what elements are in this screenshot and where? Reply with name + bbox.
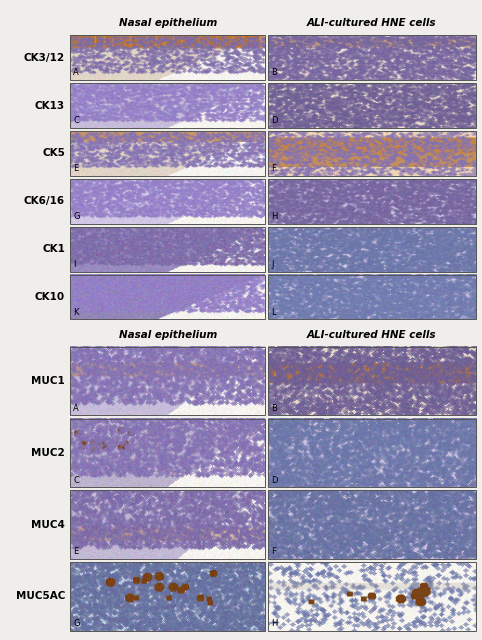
Text: C: C xyxy=(73,476,79,484)
Text: CK10: CK10 xyxy=(35,292,65,302)
Text: H: H xyxy=(271,212,277,221)
Text: CK6/16: CK6/16 xyxy=(24,196,65,206)
Text: G: G xyxy=(73,619,80,628)
Text: C: C xyxy=(73,116,79,125)
Text: B: B xyxy=(271,404,277,413)
Text: CK1: CK1 xyxy=(42,244,65,254)
Text: ALI-cultured HNE cells: ALI-cultured HNE cells xyxy=(307,330,436,340)
Text: MUC4: MUC4 xyxy=(31,520,65,529)
Text: G: G xyxy=(73,212,80,221)
Text: A: A xyxy=(73,404,79,413)
Text: K: K xyxy=(73,308,79,317)
Text: CK3/12: CK3/12 xyxy=(24,52,65,63)
Text: F: F xyxy=(271,547,276,556)
Text: A: A xyxy=(73,68,79,77)
Text: ALI-cultured HNE cells: ALI-cultured HNE cells xyxy=(307,18,436,28)
Text: H: H xyxy=(271,619,277,628)
Text: CK5: CK5 xyxy=(42,148,65,158)
Text: D: D xyxy=(271,476,277,484)
Text: B: B xyxy=(271,68,277,77)
Text: Nasal epithelium: Nasal epithelium xyxy=(119,330,217,340)
Text: MUC2: MUC2 xyxy=(31,448,65,458)
Text: CK13: CK13 xyxy=(35,100,65,111)
Text: Nasal epithelium: Nasal epithelium xyxy=(119,18,217,28)
Text: F: F xyxy=(271,164,276,173)
Text: E: E xyxy=(73,164,79,173)
Text: E: E xyxy=(73,547,79,556)
Text: D: D xyxy=(271,116,277,125)
Text: MUC1: MUC1 xyxy=(31,376,65,386)
Text: MUC5AC: MUC5AC xyxy=(16,591,65,601)
Text: I: I xyxy=(73,260,76,269)
Text: L: L xyxy=(271,308,276,317)
Text: J: J xyxy=(271,260,273,269)
